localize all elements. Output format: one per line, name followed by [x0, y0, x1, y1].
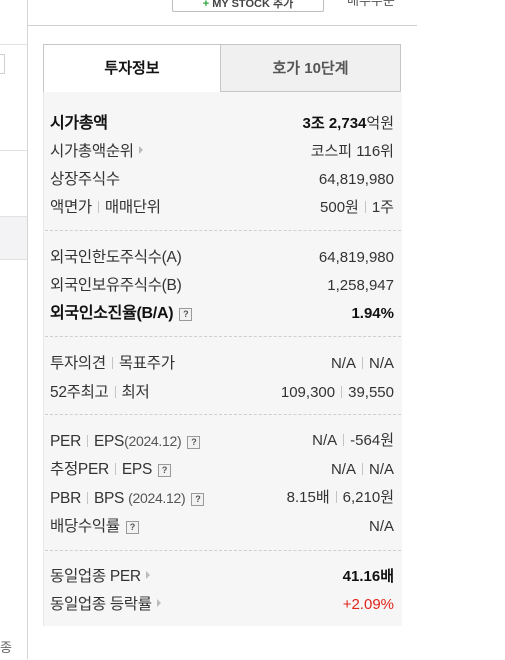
- tab-investment-info[interactable]: 투자정보: [43, 44, 221, 92]
- divider: [0, 44, 27, 45]
- foreign-ratio-value: 1.94%: [351, 305, 394, 322]
- opinion-value: N/A N/A: [330, 355, 394, 372]
- foreign-limit-label: 외국인한도주식수(A): [50, 249, 182, 266]
- industry-per-row: 동일업종 PER 41.16배: [50, 565, 394, 589]
- arrow-right-icon: [138, 146, 143, 154]
- week52-row: 52주최고 최저 109,300 39,550: [50, 381, 394, 405]
- week52-label: 52주최고 최저: [50, 384, 150, 401]
- listed-shares-row: 상장주식수 64,819,980: [50, 168, 394, 192]
- section-divider: [45, 414, 401, 415]
- investment-info-panel: [43, 92, 402, 626]
- foreign-limit-value: 64,819,980: [318, 249, 394, 266]
- foreign-limit-row: 외국인한도주식수(A) 64,819,980: [50, 246, 394, 270]
- plus-icon: +: [202, 0, 210, 10]
- foreign-ratio-label: 외국인소진율(B/A)?: [50, 302, 193, 326]
- input-fragment[interactable]: [0, 54, 5, 74]
- left-panel-fragment: 종: [0, 0, 28, 659]
- pbr-value: 8.15배 6,210원: [286, 489, 394, 506]
- mystock-add-button[interactable]: + MY STOCK 추가: [172, 0, 324, 12]
- pbr-label: PBR BPS (2024.12)?: [50, 486, 205, 511]
- est-per-value: N/A N/A: [330, 461, 394, 478]
- tab-order-book-10[interactable]: 호가 10단계: [221, 44, 401, 92]
- industry-per-link[interactable]: 동일업종 PER: [50, 565, 150, 589]
- help-icon[interactable]: ?: [158, 464, 172, 477]
- order-link[interactable]: 매수주문: [347, 0, 395, 8]
- opinion-row: 투자의견 목표주가 N/A N/A: [50, 352, 394, 376]
- divider: [0, 150, 27, 151]
- arrow-right-icon: [145, 571, 150, 579]
- foreign-holding-label: 외국인보유주식수(B): [50, 277, 182, 294]
- info-tabs: 투자정보 호가 10단계: [43, 44, 401, 92]
- dividend-row: 배당수익률? N/A: [50, 515, 394, 539]
- per-value: N/A -564원: [312, 432, 394, 449]
- help-icon[interactable]: ?: [179, 308, 193, 321]
- est-per-label: 추정PER EPS?: [50, 458, 172, 482]
- market-cap-row: 시가총액 3조 2,734억원: [50, 112, 394, 136]
- help-icon[interactable]: ?: [187, 436, 201, 449]
- industry-change-row: 동일업종 등락률 +2.09%: [50, 593, 394, 617]
- est-per-row: 추정PER EPS? N/A N/A: [50, 458, 394, 482]
- market-cap-value: 3조 2,734억원: [302, 115, 394, 132]
- industry-change-link[interactable]: 동일업종 등락률: [50, 593, 161, 617]
- pbr-row: PBR BPS (2024.12)? 8.15배 6,210원: [50, 486, 394, 510]
- market-cap-label: 시가총액: [50, 115, 108, 132]
- listed-shares-value: 64,819,980: [318, 171, 394, 188]
- per-row: PER EPS(2024.12)? N/A -564원: [50, 429, 394, 453]
- section-divider: [45, 336, 401, 337]
- foreign-ratio-row: 외국인소진율(B/A)? 1.94%: [50, 302, 394, 326]
- mystock-add-label: MY STOCK 추가: [212, 0, 294, 10]
- market-cap-rank-link[interactable]: 시가총액순위: [50, 140, 143, 164]
- help-icon[interactable]: ?: [125, 521, 139, 534]
- week52-value: 109,300 39,550: [280, 384, 394, 401]
- section-divider: [45, 550, 401, 551]
- foreign-holding-row: 외국인보유주식수(B) 1,258,947: [50, 274, 394, 298]
- par-value-value: 500원 1주: [320, 199, 394, 216]
- opinion-label: 투자의견 목표주가: [50, 355, 175, 372]
- foreign-holding-value: 1,258,947: [327, 277, 394, 294]
- par-value-label: 액면가 매매단위: [50, 199, 161, 216]
- market-cap-rank-row: 시가총액순위 코스피 116위: [50, 140, 394, 164]
- arrow-right-icon: [156, 599, 161, 607]
- row-fragment: [0, 216, 27, 260]
- par-value-row: 액면가 매매단위 500원 1주: [50, 196, 394, 220]
- per-label: PER EPS(2024.12)?: [50, 429, 201, 454]
- market-cap-rank-value: 코스피 116위: [310, 143, 394, 160]
- section-divider: [45, 230, 401, 231]
- help-icon[interactable]: ?: [191, 493, 205, 506]
- industry-change-value: +2.09%: [342, 596, 394, 613]
- panel-top-border: [27, 25, 417, 660]
- dividend-value: N/A: [368, 518, 394, 535]
- dividend-label: 배당수익률?: [50, 515, 139, 539]
- listed-shares-label: 상장주식수: [50, 171, 120, 188]
- left-panel-text: 종: [0, 640, 12, 655]
- industry-per-value: 41.16배: [342, 568, 394, 585]
